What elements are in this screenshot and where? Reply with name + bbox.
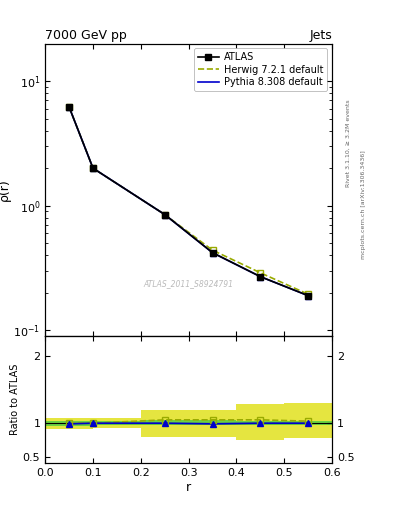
Text: ATLAS_2011_S8924791: ATLAS_2011_S8924791 [143, 279, 234, 288]
Text: mcplots.cern.ch [arXiv:1306.3436]: mcplots.cern.ch [arXiv:1306.3436] [361, 151, 366, 259]
ATLAS [258, 273, 263, 280]
Pythia 8.308 default [91, 165, 95, 172]
Pythia 8.308 default [67, 104, 72, 110]
ATLAS [91, 165, 95, 172]
Text: 7000 GeV pp: 7000 GeV pp [45, 29, 127, 42]
ATLAS [162, 211, 167, 218]
Herwig 7.2.1 default [258, 270, 263, 276]
Herwig 7.2.1 default [67, 104, 72, 110]
Line: ATLAS: ATLAS [66, 104, 311, 298]
ATLAS [306, 292, 310, 298]
Pythia 8.308 default [162, 211, 167, 218]
Pythia 8.308 default [306, 292, 310, 298]
Text: Rivet 3.1.10, ≥ 3.2M events: Rivet 3.1.10, ≥ 3.2M events [345, 99, 350, 187]
Pythia 8.308 default [210, 250, 215, 256]
Herwig 7.2.1 default [162, 211, 167, 218]
Text: Jets: Jets [309, 29, 332, 42]
X-axis label: r: r [186, 481, 191, 494]
ATLAS [210, 250, 215, 256]
Herwig 7.2.1 default [306, 291, 310, 297]
ATLAS [67, 104, 72, 110]
Y-axis label: ρ(r): ρ(r) [0, 179, 11, 201]
Legend: ATLAS, Herwig 7.2.1 default, Pythia 8.308 default: ATLAS, Herwig 7.2.1 default, Pythia 8.30… [194, 48, 327, 91]
Pythia 8.308 default [258, 273, 263, 280]
Line: Pythia 8.308 default: Pythia 8.308 default [69, 107, 308, 295]
Y-axis label: Ratio to ATLAS: Ratio to ATLAS [10, 364, 20, 435]
Herwig 7.2.1 default [91, 165, 95, 172]
Herwig 7.2.1 default [210, 247, 215, 253]
Line: Herwig 7.2.1 default: Herwig 7.2.1 default [69, 107, 308, 294]
